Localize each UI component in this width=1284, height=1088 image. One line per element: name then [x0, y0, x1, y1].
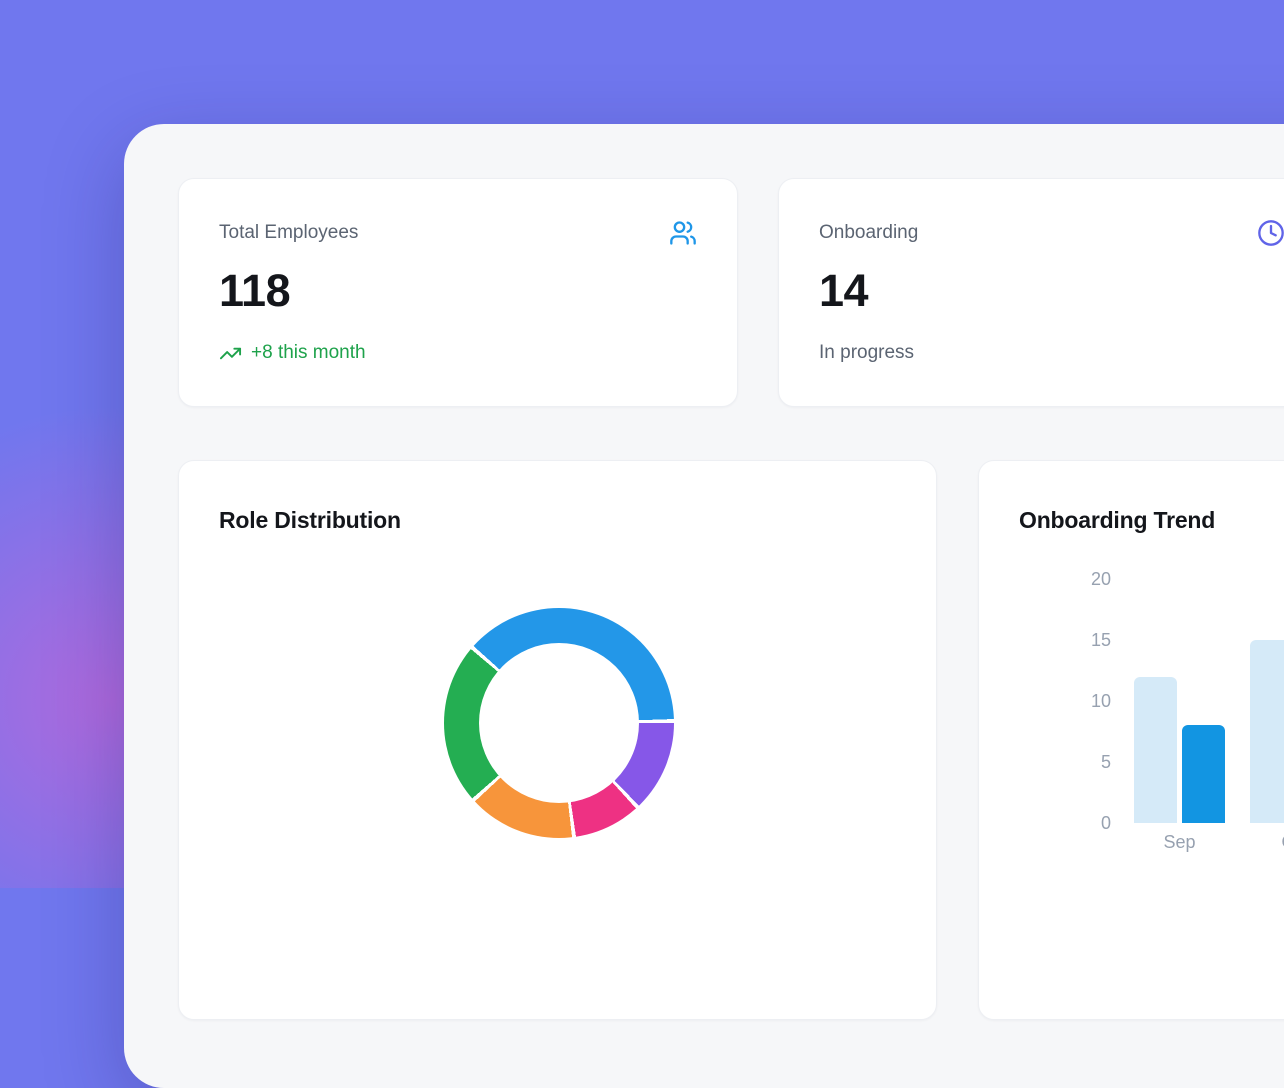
y-tick-label: 15 [1090, 630, 1111, 650]
stat-sub: In progress [819, 341, 1284, 365]
y-tick-label: 20 [1090, 569, 1111, 589]
clock-icon [1257, 219, 1284, 247]
trending-up-icon [219, 342, 242, 365]
stat-sub-text: +8 this month [251, 342, 366, 363]
stat-header: Onboarding [819, 219, 1284, 247]
x-category-label: Sep [1163, 832, 1196, 852]
stat-label: Total Employees [219, 222, 359, 243]
bar-series-dark-sep [1182, 725, 1225, 823]
total-employees-card: Total Employees 118 +8 this month [178, 178, 738, 407]
stat-value: 14 [819, 265, 869, 316]
chart-title: Role Distribution [219, 507, 401, 533]
chart-title: Onboarding Trend [1019, 507, 1216, 533]
onboarding-trend-card: Onboarding Trend 20 15 10 5 0 Sep Oct [978, 460, 1284, 1020]
bar-series-light-oct [1250, 640, 1284, 823]
donut-hole [479, 643, 639, 803]
role-distribution-donut-chart [444, 608, 674, 838]
stat-value: 118 [219, 265, 291, 316]
stat-sub-text: In progress [819, 342, 915, 363]
onboarding-card: Onboarding 14 In progress [778, 178, 1284, 407]
dashboard-panel: Total Employees 118 +8 this month [124, 124, 1284, 1088]
role-distribution-card: Role Distribution [178, 460, 937, 1020]
bar-series-light-sep [1134, 676, 1177, 823]
stat-header: Total Employees [219, 219, 697, 247]
stat-trend: +8 this month [219, 341, 697, 365]
y-tick-label: 10 [1090, 691, 1111, 711]
y-tick-label: 0 [1100, 813, 1111, 833]
stat-label: Onboarding [819, 222, 919, 243]
users-icon [669, 219, 697, 247]
y-tick-label: 5 [1100, 752, 1111, 772]
onboarding-trend-bar-chart: 20 15 10 5 0 Sep Oct [979, 461, 1284, 1019]
x-category-label: Oct [1250, 831, 1284, 853]
